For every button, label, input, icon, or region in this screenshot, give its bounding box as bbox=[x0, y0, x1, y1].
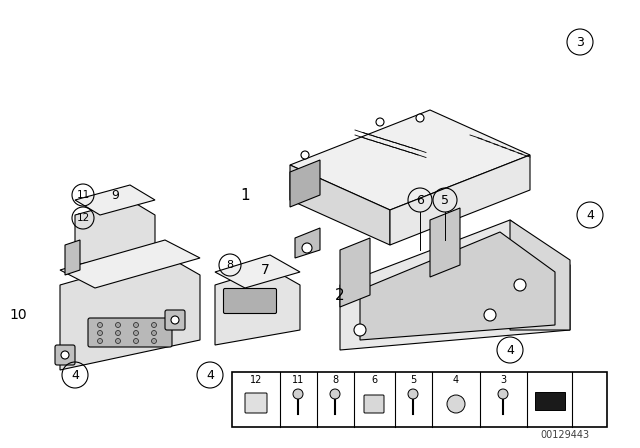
Circle shape bbox=[301, 151, 309, 159]
FancyBboxPatch shape bbox=[55, 345, 75, 365]
Circle shape bbox=[171, 316, 179, 324]
Text: 5: 5 bbox=[410, 375, 416, 385]
Circle shape bbox=[416, 114, 424, 122]
Circle shape bbox=[134, 323, 138, 327]
Circle shape bbox=[97, 331, 102, 336]
Text: 7: 7 bbox=[260, 263, 269, 277]
FancyBboxPatch shape bbox=[223, 289, 276, 314]
Text: 3: 3 bbox=[576, 35, 584, 48]
Text: 11: 11 bbox=[76, 190, 90, 200]
Polygon shape bbox=[60, 255, 200, 370]
Circle shape bbox=[152, 339, 157, 344]
Text: 6: 6 bbox=[416, 194, 424, 207]
Text: 1: 1 bbox=[240, 188, 250, 202]
Circle shape bbox=[354, 324, 366, 336]
Polygon shape bbox=[75, 200, 155, 265]
Polygon shape bbox=[290, 160, 320, 207]
Circle shape bbox=[97, 323, 102, 327]
Polygon shape bbox=[340, 238, 370, 307]
Circle shape bbox=[376, 118, 384, 126]
Circle shape bbox=[408, 389, 418, 399]
Text: 4: 4 bbox=[586, 208, 594, 221]
Circle shape bbox=[484, 309, 496, 321]
Circle shape bbox=[330, 389, 340, 399]
FancyBboxPatch shape bbox=[165, 310, 185, 330]
Polygon shape bbox=[60, 240, 200, 288]
Circle shape bbox=[514, 279, 526, 291]
Text: 10: 10 bbox=[9, 308, 27, 322]
Text: 6: 6 bbox=[371, 375, 377, 385]
Bar bbox=[535, 392, 565, 410]
Text: 00129443: 00129443 bbox=[540, 430, 589, 440]
Text: 5: 5 bbox=[441, 194, 449, 207]
Text: 4: 4 bbox=[71, 369, 79, 382]
Text: 9: 9 bbox=[111, 189, 119, 202]
Circle shape bbox=[447, 395, 465, 413]
Circle shape bbox=[302, 243, 312, 253]
Circle shape bbox=[152, 331, 157, 336]
Circle shape bbox=[134, 331, 138, 336]
Bar bbox=[232, 372, 607, 427]
Circle shape bbox=[498, 389, 508, 399]
Polygon shape bbox=[290, 110, 530, 210]
Text: 4: 4 bbox=[206, 369, 214, 382]
Text: 11: 11 bbox=[292, 375, 304, 385]
Text: 4: 4 bbox=[506, 344, 514, 357]
Circle shape bbox=[293, 389, 303, 399]
Polygon shape bbox=[390, 155, 530, 245]
Circle shape bbox=[97, 339, 102, 344]
Circle shape bbox=[115, 339, 120, 344]
Polygon shape bbox=[75, 185, 155, 215]
FancyBboxPatch shape bbox=[364, 395, 384, 413]
Polygon shape bbox=[360, 232, 555, 340]
Circle shape bbox=[134, 339, 138, 344]
Polygon shape bbox=[430, 208, 460, 277]
Text: 12: 12 bbox=[76, 213, 90, 223]
Text: 2: 2 bbox=[335, 288, 345, 302]
Polygon shape bbox=[340, 220, 570, 350]
Circle shape bbox=[115, 323, 120, 327]
Polygon shape bbox=[65, 240, 80, 275]
Polygon shape bbox=[290, 165, 390, 245]
FancyBboxPatch shape bbox=[245, 393, 267, 413]
Text: 8: 8 bbox=[332, 375, 338, 385]
Circle shape bbox=[115, 331, 120, 336]
Circle shape bbox=[61, 351, 69, 359]
Text: 4: 4 bbox=[453, 375, 459, 385]
Circle shape bbox=[152, 323, 157, 327]
Polygon shape bbox=[510, 220, 570, 330]
Polygon shape bbox=[215, 255, 300, 288]
Text: 3: 3 bbox=[500, 375, 506, 385]
Text: 8: 8 bbox=[227, 260, 234, 270]
FancyBboxPatch shape bbox=[88, 318, 172, 347]
Polygon shape bbox=[215, 268, 300, 345]
Text: 12: 12 bbox=[250, 375, 262, 385]
Polygon shape bbox=[295, 228, 320, 258]
